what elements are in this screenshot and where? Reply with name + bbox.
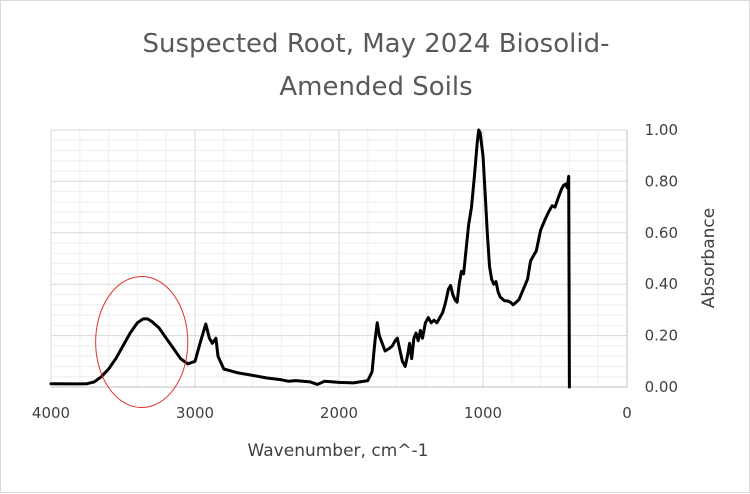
x-tick-label: 2000 bbox=[320, 404, 358, 422]
y-tick-label: 0.80 bbox=[645, 172, 678, 190]
y-tick-labels: 0.00 0.20 0.40 0.60 0.80 1.00 bbox=[645, 121, 678, 396]
y-tick-label: 0.00 bbox=[645, 378, 678, 396]
chart-title-line-2: Amended Soils bbox=[279, 72, 472, 102]
plot-frame bbox=[51, 130, 628, 388]
highlight-ellipse bbox=[95, 275, 189, 409]
x-tick-label: 3000 bbox=[176, 404, 214, 422]
x-tick-labels: 4000 3000 2000 1000 0 bbox=[32, 404, 632, 422]
series-layer bbox=[49, 128, 571, 389]
y-tick-label: 0.60 bbox=[645, 224, 678, 242]
x-tick-label: 4000 bbox=[32, 404, 70, 422]
series-line-0 bbox=[49, 128, 571, 389]
y-tick-label: 0.20 bbox=[645, 327, 678, 345]
y-tick-label: 1.00 bbox=[645, 121, 678, 139]
chart-title-line-1: Suspected Root, May 2024 Biosolid- bbox=[143, 29, 610, 59]
annotation-layer bbox=[95, 275, 189, 409]
gridlines bbox=[50, 129, 628, 388]
x-tick-label: 1000 bbox=[464, 404, 502, 422]
y-axis-title: Absorbance bbox=[699, 208, 719, 308]
x-axis-title: Wavenumber, cm^-1 bbox=[248, 441, 429, 461]
x-tick-label: 0 bbox=[622, 404, 632, 422]
y-tick-label: 0.40 bbox=[645, 275, 678, 293]
